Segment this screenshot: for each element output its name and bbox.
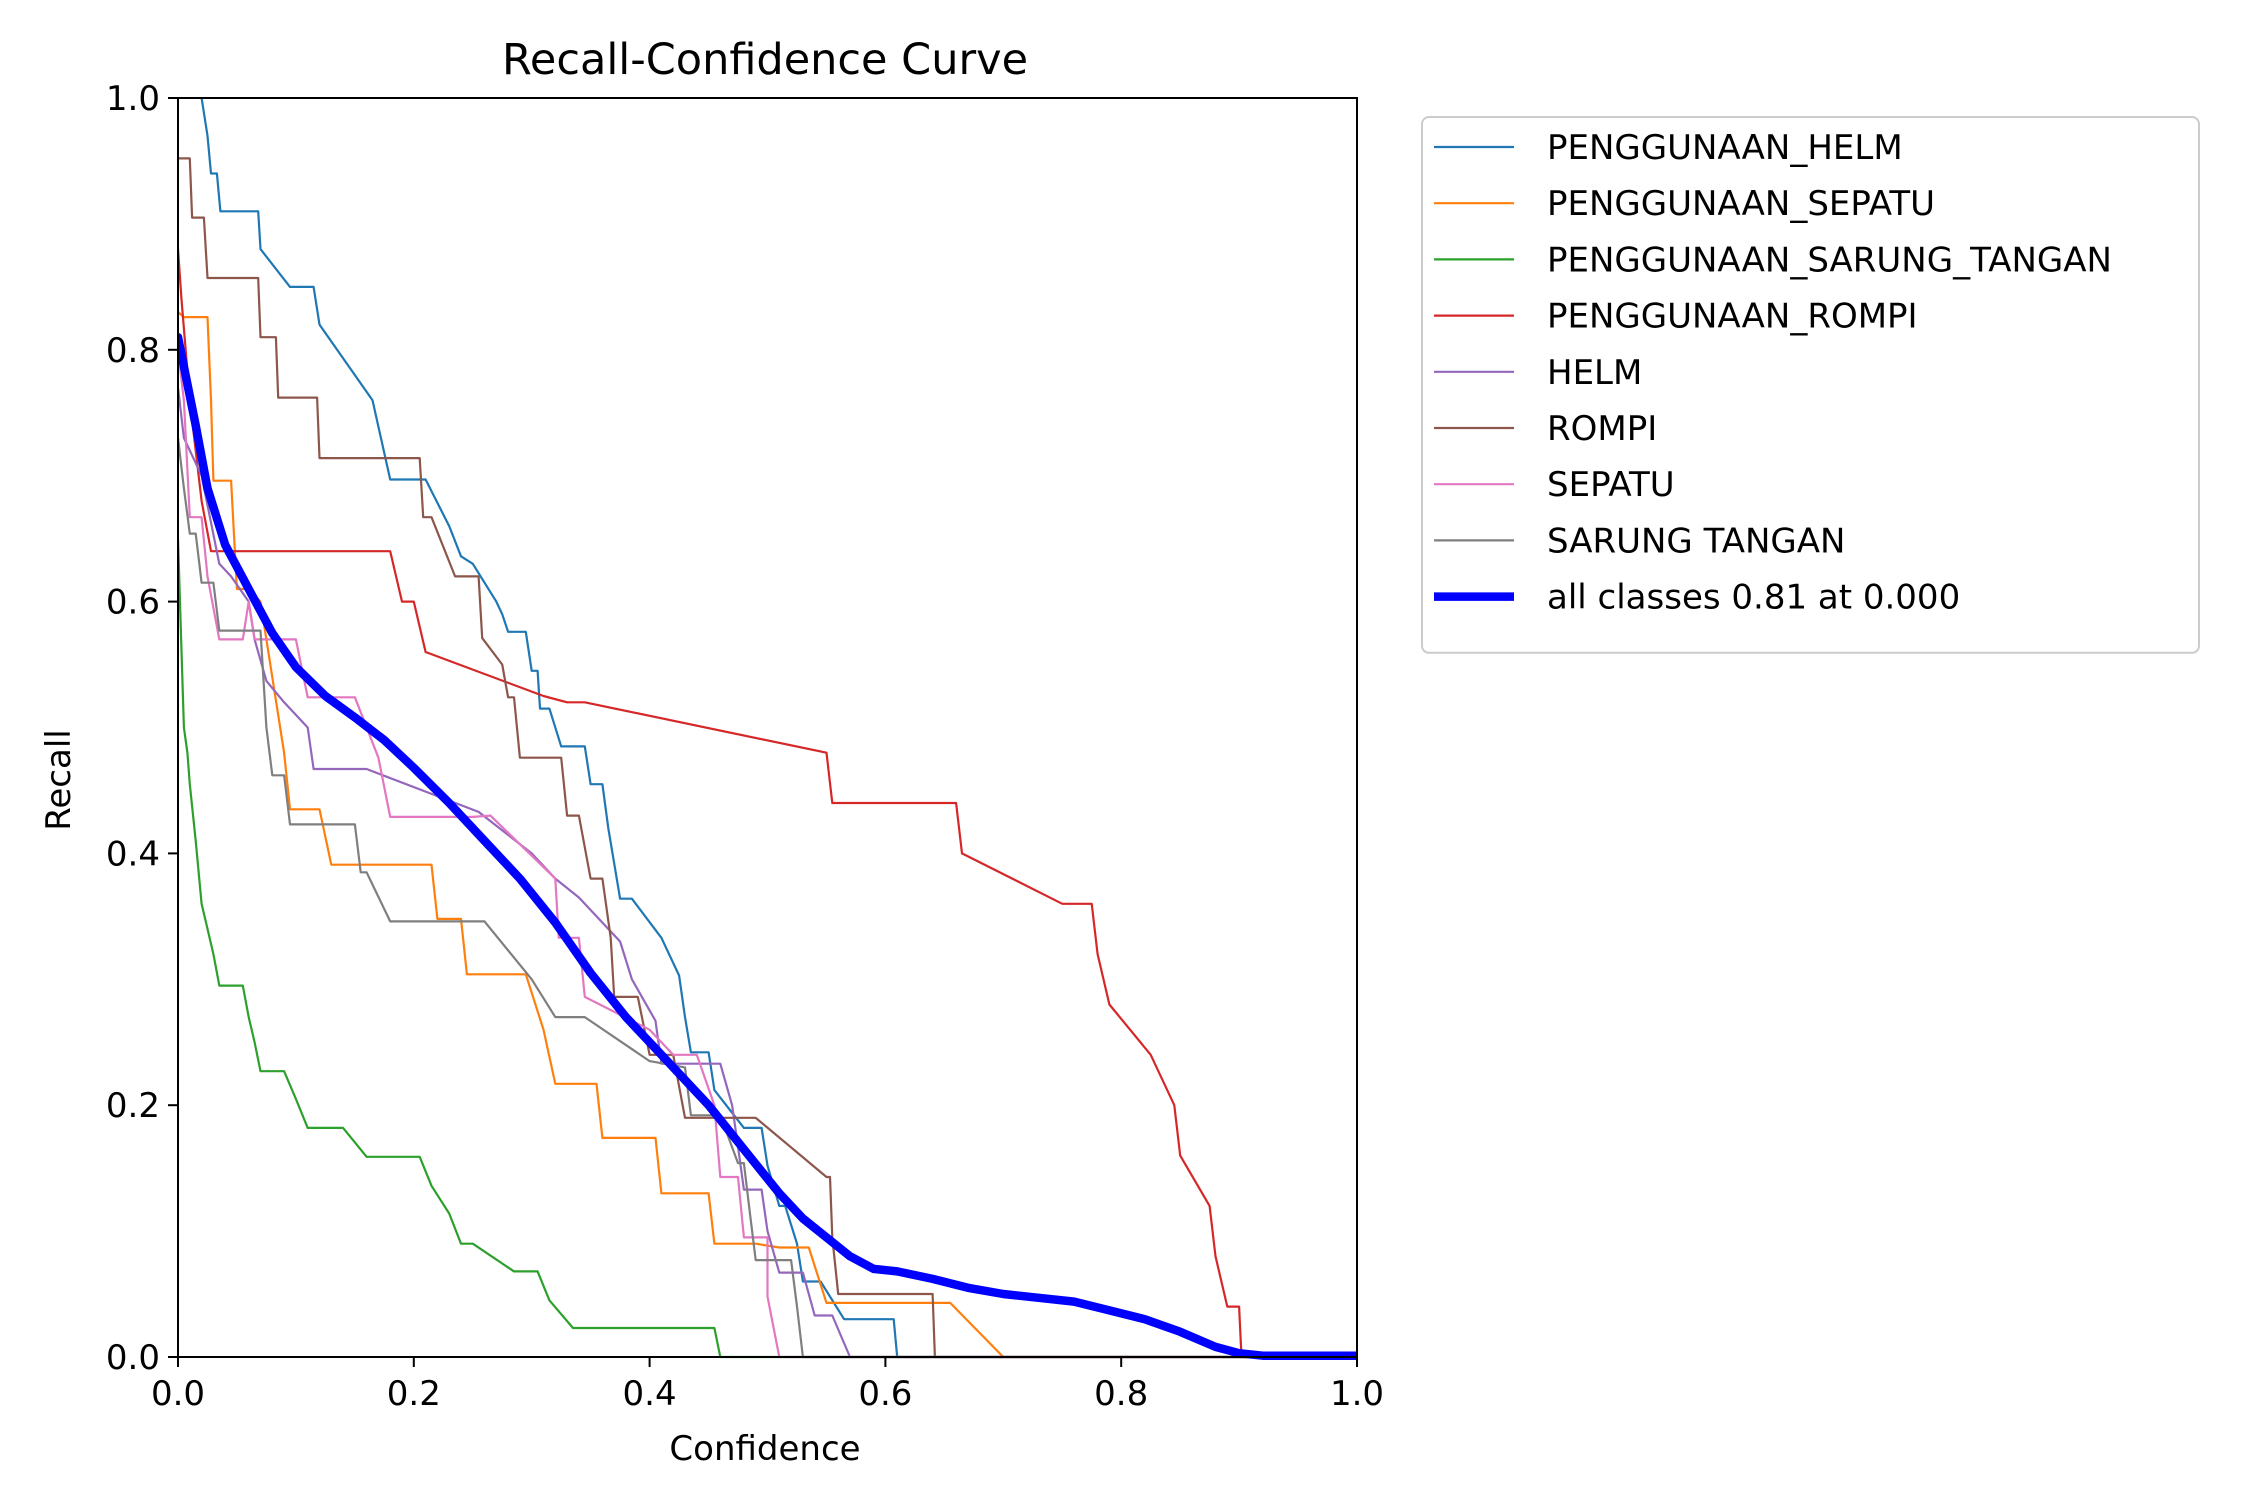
plot-frame bbox=[177, 97, 1358, 1358]
legend-label: all classes 0.81 at 0.000 bbox=[1547, 578, 1960, 618]
y-tick-label: 0.4 bbox=[106, 834, 160, 874]
legend-label: SARUNG TANGAN bbox=[1547, 521, 1845, 561]
series-line-penggunaan-sepatu bbox=[178, 311, 1357, 1359]
chart-title: Recall-Confidence Curve bbox=[502, 35, 1028, 85]
y-axis: 0.0 0.2 0.4 0.6 0.8 1.0 bbox=[106, 79, 178, 1378]
legend-label: ROMPI bbox=[1547, 409, 1657, 449]
y-axis-label: Recall bbox=[39, 729, 79, 830]
y-tick-label: 0.2 bbox=[106, 1086, 160, 1126]
series-line-penggunaan-sarung-tangan bbox=[178, 538, 1357, 1359]
legend-label: PENGGUNAAN_SARUNG_TANGAN bbox=[1547, 240, 2112, 280]
legend-label: SEPATU bbox=[1547, 465, 1675, 505]
x-tick-label: 0.4 bbox=[623, 1374, 677, 1414]
y-tick-label: 0.8 bbox=[106, 331, 160, 371]
series-line-sepatu bbox=[178, 349, 1357, 1359]
series-line-penggunaan-rompi bbox=[178, 249, 1357, 1359]
series-line-sarung-tangan bbox=[178, 437, 1357, 1359]
legend-box bbox=[1421, 116, 2200, 654]
y-tick-label: 0.0 bbox=[106, 1338, 160, 1378]
series-group bbox=[178, 97, 1357, 1360]
y-tick-label: 0.6 bbox=[106, 583, 160, 623]
x-axis: 0.0 0.2 0.4 0.6 0.8 1.0 bbox=[151, 1357, 1384, 1414]
series-line-penggunaan-helm bbox=[200, 97, 1357, 1359]
x-tick-label: 0.6 bbox=[858, 1374, 912, 1414]
plot-area bbox=[177, 97, 1358, 1360]
x-tick-label: 0.8 bbox=[1094, 1374, 1148, 1414]
legend-label: HELM bbox=[1547, 353, 1642, 393]
series-line-all-classes-0-81-at-0-000 bbox=[178, 332, 1357, 1360]
y-tick-label: 1.0 bbox=[106, 79, 160, 119]
x-tick-label: 1.0 bbox=[1330, 1374, 1384, 1414]
x-tick-label: 0.2 bbox=[387, 1374, 441, 1414]
legend-label: PENGGUNAAN_ROMPI bbox=[1547, 297, 1918, 337]
x-axis-label: Confidence bbox=[669, 1429, 860, 1469]
series-line-rompi bbox=[178, 157, 1357, 1359]
x-tick-label: 0.0 bbox=[151, 1374, 205, 1414]
legend-label: PENGGUNAAN_HELM bbox=[1547, 128, 1903, 168]
legend-label: PENGGUNAAN_SEPATU bbox=[1547, 184, 1935, 224]
legend: PENGGUNAAN_HELM PENGGUNAAN_SEPATU PENGGUNA… bbox=[1421, 116, 2200, 654]
